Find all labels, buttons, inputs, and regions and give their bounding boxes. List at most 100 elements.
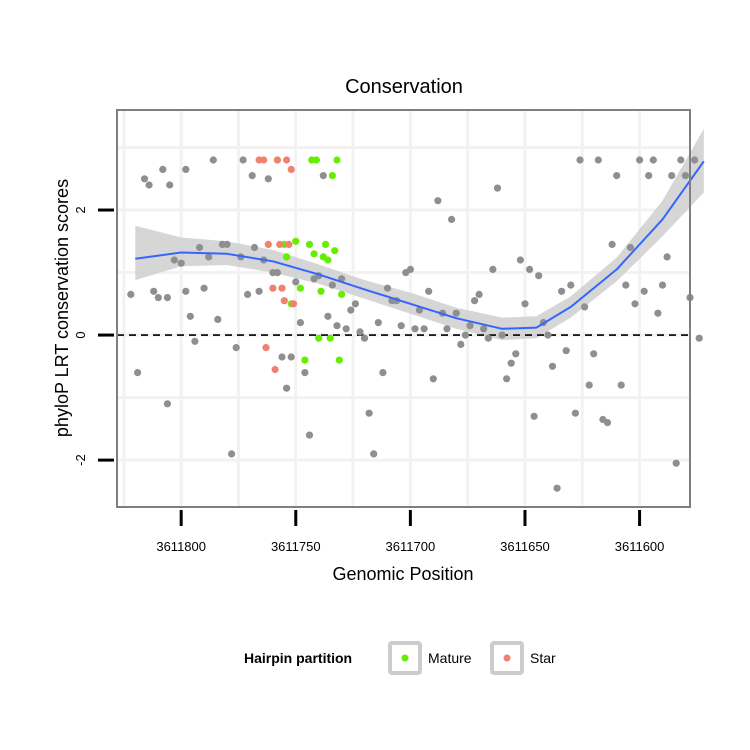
point-other [590, 350, 598, 358]
point-other [480, 325, 488, 333]
point-other [626, 243, 635, 252]
point-other [668, 172, 676, 180]
point-other [360, 334, 369, 342]
y-tick-label: 0 [73, 331, 88, 338]
point-other [434, 197, 442, 205]
point-other [571, 409, 580, 417]
point-other [214, 315, 222, 323]
panel-border [116, 109, 691, 508]
series-star [255, 156, 298, 374]
point-other [526, 265, 534, 273]
point-other [397, 322, 405, 330]
point-mature [331, 247, 339, 255]
point-star [260, 156, 268, 164]
point-mature [301, 356, 309, 364]
point-other [248, 172, 256, 180]
point-other [365, 409, 373, 417]
point-other [636, 156, 644, 164]
point-other [166, 181, 174, 189]
point-other [658, 281, 667, 289]
point-other [182, 287, 190, 295]
point-star [271, 365, 279, 374]
point-other [457, 340, 465, 348]
point-mature [338, 290, 346, 298]
point-other [273, 269, 281, 277]
point-other [420, 325, 428, 333]
point-other [170, 256, 178, 264]
point-other [681, 172, 690, 180]
point-other [347, 306, 355, 314]
point-star [280, 297, 288, 305]
point-star [276, 240, 284, 248]
point-other [163, 294, 171, 302]
point-mature [310, 250, 318, 258]
series-mature [273, 156, 346, 364]
point-other [200, 284, 208, 292]
point-other [301, 369, 309, 377]
legend: Hairpin partition Mature Star [244, 641, 556, 675]
plot-panel [116, 109, 705, 508]
point-other [484, 334, 492, 342]
y-tick-label: 2 [73, 206, 88, 213]
point-other [328, 281, 336, 289]
point-other [608, 240, 616, 248]
point-other [209, 156, 217, 164]
x-tick-label: 3611750 [271, 539, 321, 554]
point-star [287, 165, 295, 173]
point-star [273, 156, 281, 164]
point-other [493, 184, 502, 192]
point-other [452, 309, 460, 317]
point-other [429, 375, 437, 383]
point-other [342, 325, 350, 333]
point-other [134, 369, 142, 377]
point-other [232, 344, 240, 352]
point-other [663, 253, 671, 261]
gridlines [117, 110, 690, 507]
point-mature [333, 156, 341, 164]
point-other [239, 156, 247, 164]
point-other [466, 322, 474, 330]
point-other [264, 175, 272, 183]
point-other [617, 381, 625, 389]
point-mature [305, 240, 314, 248]
point-other [425, 287, 433, 295]
point-other [672, 459, 680, 467]
chart-title: Conservation [345, 76, 463, 98]
point-other [205, 253, 213, 261]
point-other [383, 284, 392, 292]
point-other [255, 287, 263, 295]
point-other [654, 309, 662, 317]
x-tick-label: 3611650 [500, 539, 550, 554]
point-other [163, 400, 171, 408]
point-other [283, 384, 291, 392]
point-other [415, 306, 424, 314]
point-other [228, 450, 236, 458]
point-other [530, 412, 538, 420]
points [127, 156, 703, 492]
point-other [613, 172, 621, 180]
point-other [558, 287, 566, 295]
point-mature [328, 172, 336, 180]
point-mature [283, 253, 291, 261]
point-other [567, 281, 575, 289]
point-other [489, 265, 497, 273]
point-other [150, 287, 158, 295]
point-other [553, 484, 561, 492]
point-other [695, 334, 703, 342]
series-other [127, 156, 703, 492]
point-star [262, 344, 270, 352]
point-star [278, 284, 286, 292]
point-other [594, 156, 602, 164]
point-other [351, 300, 359, 308]
point-mature [324, 256, 332, 264]
point-other [182, 165, 190, 173]
point-other [244, 290, 252, 298]
point-other [503, 375, 511, 383]
point-other [649, 156, 657, 164]
point-other [177, 259, 185, 267]
point-star [269, 284, 277, 292]
legend-marker-mature [401, 654, 409, 662]
point-other [622, 281, 630, 289]
point-other [195, 243, 204, 252]
y-axis-label: phyloP LRT conservation scores [52, 179, 72, 437]
